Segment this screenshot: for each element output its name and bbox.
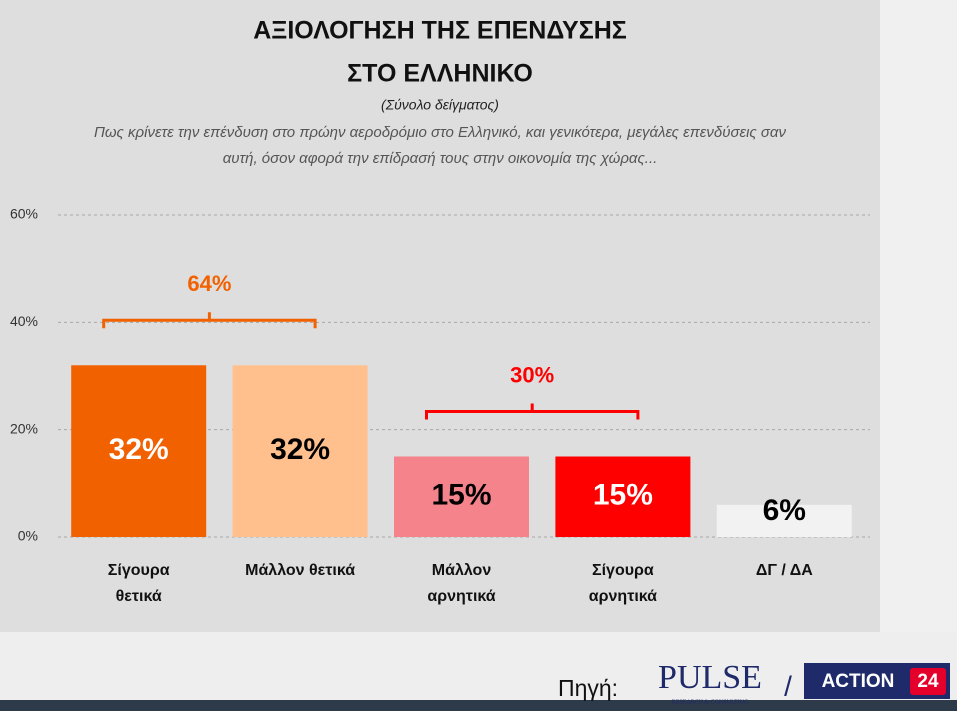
- bar: [555, 456, 691, 537]
- bracket: [102, 312, 317, 329]
- bracket-label: 64%: [187, 271, 231, 296]
- x-tick-label: Σίγουρα θετικά: [107, 562, 170, 605]
- pulse-logo: PULSE: [658, 659, 762, 696]
- y-tick-label: 60%: [10, 206, 38, 222]
- value-label: 32%: [270, 433, 330, 466]
- source-label: Πηγή:: [558, 675, 618, 701]
- bracket: [425, 403, 640, 420]
- y-tick-label: 0%: [18, 528, 38, 544]
- value-label: 15%: [431, 479, 491, 512]
- bottom-bar: [0, 700, 957, 711]
- pulse-logo-sub: RESEARCH & CONSULTING: [672, 699, 749, 705]
- y-tick-label: 20%: [10, 420, 38, 436]
- question: Πως κρίνετε την επένδυση στο πρώην αεροδ…: [94, 124, 786, 167]
- action-logo: ACTION: [822, 671, 895, 692]
- chart-subtitle: (Σύνολο δείγματος): [381, 97, 499, 113]
- separator: /: [784, 670, 792, 701]
- x-tick-label: Μάλλον θετικά: [245, 562, 356, 579]
- action-logo-num: 24: [917, 671, 939, 692]
- bar: [394, 456, 529, 537]
- footer-background: [0, 632, 957, 700]
- value-label: 15%: [593, 479, 653, 512]
- y-tick-label: 40%: [10, 313, 38, 329]
- bar: [71, 365, 207, 537]
- action-logo-num-box: [910, 668, 946, 695]
- value-label: 32%: [109, 433, 169, 466]
- bracket-label: 30%: [510, 362, 554, 387]
- chart-title: ΑΞΙΟΛΟΓΗΣΗ ΤΗΣ ΕΠΕΝΔΥΣΗΣ: [253, 17, 627, 45]
- value-label: 6%: [763, 494, 806, 527]
- bar: [232, 365, 368, 537]
- chart-title: ΣΤΟ ΕΛΛΗΝΙΚΟ: [347, 60, 533, 88]
- x-tick-label: ΔΓ / ΔΑ: [755, 562, 813, 579]
- x-tick-label: Σίγουρα αρνητικά: [588, 562, 657, 605]
- x-tick-label: Μάλλον αρνητικά: [427, 562, 496, 605]
- bar: [716, 504, 852, 537]
- side-strip: [880, 0, 957, 632]
